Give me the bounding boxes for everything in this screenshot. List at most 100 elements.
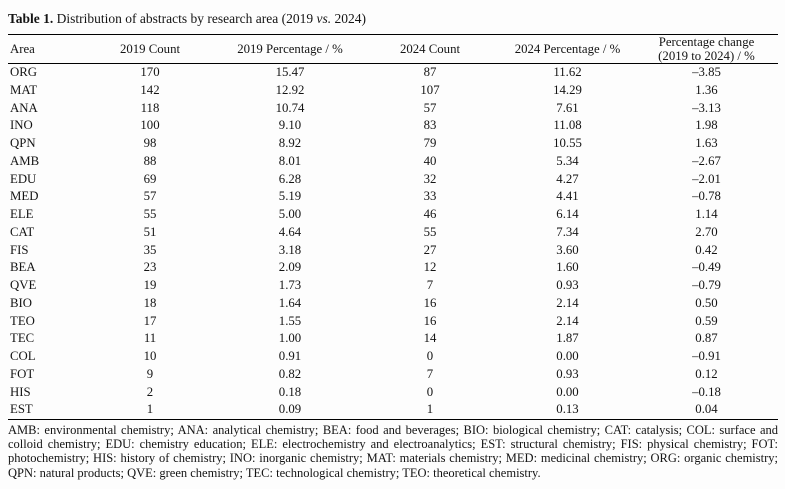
table-row: INO 100 9.10 83 11.08 1.98 [8, 117, 778, 135]
pct-2019-cell: 1.00 [278, 331, 302, 346]
area-cell: BIO [10, 295, 33, 310]
pct-2019-cell: 5.19 [278, 189, 302, 204]
change-cell: 1.63 [695, 136, 718, 150]
count-2019-cell: 118 [140, 100, 160, 115]
change-cell: –0.79 [692, 278, 721, 292]
count-2024-cell: 57 [423, 100, 437, 115]
pct-2024-cell: 1.60 [556, 260, 579, 275]
table-row: FIS 35 3.18 27 3.60 0.42 [8, 242, 778, 260]
table-header-row: Area 2019 Count 2019 Percentage / % 2024… [8, 34, 778, 64]
pct-2024-cell: 2.14 [556, 295, 579, 310]
pct-2024-cell: 3.60 [556, 242, 579, 257]
area-cell: TEC [10, 331, 35, 346]
pct-2024-cell: 11.08 [553, 118, 582, 133]
count-2024-cell: 40 [423, 153, 437, 168]
header-2019-percentage: 2019 Percentage / % [220, 34, 360, 64]
table-row: HIS 2 0.18 0 0.00 –0.18 [8, 384, 778, 402]
count-2019-cell: 35 [143, 242, 157, 257]
count-2019-cell: 170 [140, 65, 160, 79]
pct-2019-cell: 2.09 [278, 260, 302, 275]
table-header: Area 2019 Count 2019 Percentage / % 2024… [8, 34, 778, 64]
pct-2024-cell: 0.93 [556, 278, 579, 292]
count-2024-cell: 107 [420, 82, 440, 97]
count-2024-cell: 7 [426, 278, 434, 292]
count-2019-cell: 9 [146, 366, 154, 381]
area-cell: ANA [10, 100, 38, 115]
pct-2024-cell: 1.87 [556, 331, 579, 346]
header-area: Area [8, 34, 80, 64]
count-2024-cell: 0 [426, 349, 434, 363]
count-2024-cell: 32 [423, 171, 437, 186]
area-cell: TEO [10, 313, 35, 328]
change-cell: –0.78 [692, 189, 721, 204]
table-row: MED 57 5.19 33 4.41 –0.78 [8, 188, 778, 206]
count-2019-cell: 57 [143, 189, 157, 204]
count-2024-cell: 83 [423, 118, 437, 133]
count-2024-cell: 27 [423, 242, 437, 257]
change-cell: 0.50 [695, 295, 718, 310]
table-row: EDU 69 6.28 32 4.27 –2.01 [8, 171, 778, 189]
header-percentage-change-line2: (2019 to 2024) / % [658, 49, 755, 63]
table-row: TEC 11 1.00 14 1.87 0.87 [8, 330, 778, 348]
table-row: EST 1 0.09 1 0.13 0.04 [8, 401, 778, 419]
count-2024-cell: 0 [426, 384, 434, 399]
pct-2019-cell: 8.92 [278, 136, 302, 150]
table-row: ANA 118 10.74 57 7.61 –3.13 [8, 100, 778, 118]
pct-2019-cell: 1.73 [278, 278, 302, 292]
table-row: TEO 17 1.55 16 2.14 0.59 [8, 313, 778, 331]
header-percentage-change: Percentage change (2019 to 2024) / % [635, 34, 778, 64]
table-title-suffix: 2024) [331, 11, 366, 26]
change-cell: 0.04 [695, 402, 718, 417]
table-row: ELE 55 5.00 46 6.14 1.14 [8, 206, 778, 224]
count-2019-cell: 88 [143, 153, 157, 168]
table-row: BEA 23 2.09 12 1.60 –0.49 [8, 259, 778, 277]
table-row: QVE 19 1.73 7 0.93 –0.79 [8, 277, 778, 295]
change-cell: –0.18 [692, 384, 721, 399]
area-cell: ORG [10, 65, 38, 79]
header-2024-count: 2024 Count [360, 34, 500, 64]
count-2019-cell: 69 [143, 171, 157, 186]
change-cell: –2.01 [692, 171, 721, 186]
change-cell: 0.12 [695, 366, 718, 381]
count-2024-cell: 33 [423, 189, 437, 204]
pct-2019-cell: 12.92 [275, 82, 305, 97]
count-2024-cell: 79 [423, 136, 437, 150]
area-cell: CAT [10, 224, 35, 239]
pct-2024-cell: 2.14 [556, 313, 579, 328]
table-title: Table 1. Distribution of abstracts by re… [8, 11, 777, 26]
count-2024-cell: 12 [423, 260, 437, 275]
count-2019-cell: 2 [146, 384, 154, 399]
table-row: AMB 88 8.01 40 5.34 –2.67 [8, 153, 778, 171]
change-cell: 0.42 [695, 242, 718, 257]
pct-2019-cell: 9.10 [278, 118, 302, 133]
header-2019-count: 2019 Count [80, 34, 220, 64]
change-cell: –0.49 [692, 260, 721, 275]
area-cell: EST [10, 402, 33, 417]
area-cell: QVE [10, 278, 37, 292]
area-cell: EDU [10, 171, 37, 186]
pct-2019-cell: 3.18 [278, 242, 302, 257]
pct-2024-cell: 0.93 [556, 366, 579, 381]
change-cell: –3.13 [692, 100, 721, 115]
pct-2024-cell: 14.29 [553, 82, 582, 97]
area-cell: FIS [10, 242, 29, 257]
table-body: ORG 170 15.47 87 11.62 –3.85 MAT 142 12.… [8, 64, 778, 420]
pct-2024-cell: 4.27 [556, 171, 579, 186]
count-2019-cell: 17 [143, 313, 157, 328]
change-cell: 1.36 [695, 82, 718, 97]
count-2024-cell: 1 [426, 402, 434, 417]
pct-2019-cell: 5.00 [278, 207, 302, 221]
pct-2019-cell: 0.18 [278, 384, 302, 399]
table-footnote: AMB: environmental chemistry; ANA: analy… [8, 423, 778, 480]
count-2024-cell: 16 [423, 313, 437, 328]
header-2024-percentage: 2024 Percentage / % [500, 34, 635, 64]
count-2024-cell: 55 [423, 224, 437, 239]
pct-2024-cell: 4.41 [556, 189, 579, 204]
table-row: ORG 170 15.47 87 11.62 –3.85 [8, 64, 778, 82]
pct-2024-cell: 7.61 [556, 100, 579, 115]
pct-2019-cell: 8.01 [278, 153, 302, 168]
area-cell: QPN [10, 136, 36, 150]
change-cell: –0.91 [692, 349, 721, 363]
header-percentage-change-line1: Percentage change [658, 35, 755, 49]
